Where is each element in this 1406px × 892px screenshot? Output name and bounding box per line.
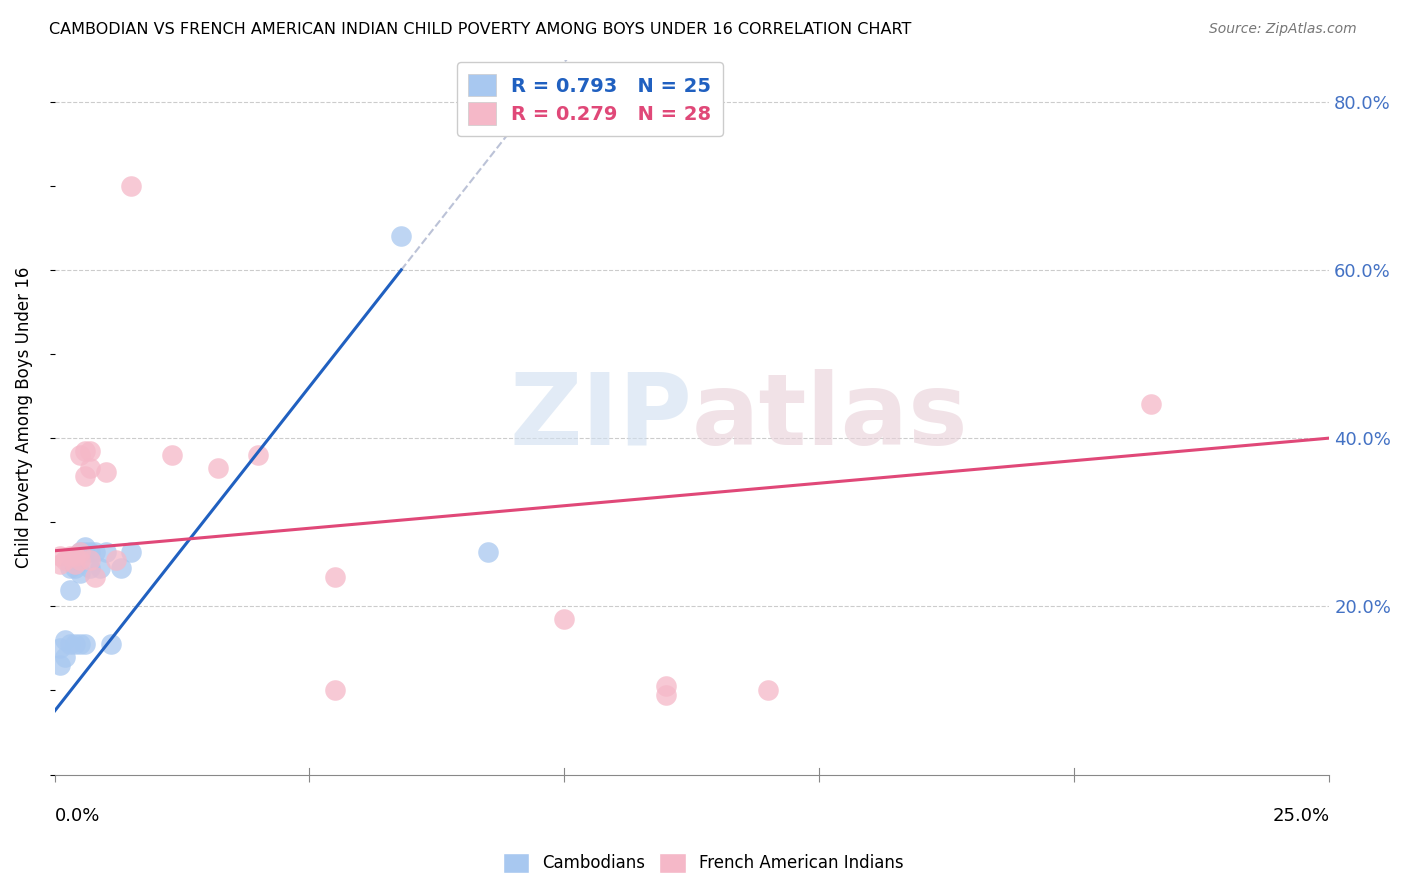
Point bbox=[79, 553, 101, 567]
Point bbox=[75, 469, 97, 483]
Text: 0.0%: 0.0% bbox=[55, 806, 100, 825]
Point bbox=[53, 632, 76, 647]
Point bbox=[53, 649, 76, 664]
Text: atlas: atlas bbox=[692, 368, 969, 466]
Point bbox=[75, 443, 97, 458]
Text: ZIP: ZIP bbox=[509, 368, 692, 466]
Point bbox=[79, 544, 101, 558]
Point bbox=[84, 570, 107, 584]
Point bbox=[89, 561, 111, 575]
Point bbox=[63, 561, 86, 575]
Point bbox=[75, 637, 97, 651]
Point bbox=[477, 544, 499, 558]
Point bbox=[655, 688, 678, 702]
Point bbox=[69, 544, 91, 558]
Point bbox=[48, 549, 70, 563]
Point bbox=[160, 448, 183, 462]
Point bbox=[94, 544, 117, 558]
Legend: R = 0.793   N = 25, R = 0.279   N = 28: R = 0.793 N = 25, R = 0.279 N = 28 bbox=[457, 62, 723, 136]
Point bbox=[1139, 397, 1161, 411]
Point bbox=[323, 570, 346, 584]
Point bbox=[63, 558, 86, 572]
Point bbox=[69, 448, 91, 462]
Point bbox=[59, 637, 82, 651]
Point bbox=[110, 561, 132, 575]
Point bbox=[323, 683, 346, 698]
Point bbox=[79, 460, 101, 475]
Point bbox=[63, 637, 86, 651]
Point bbox=[655, 679, 678, 693]
Point bbox=[63, 549, 86, 563]
Point bbox=[48, 658, 70, 673]
Point bbox=[53, 553, 76, 567]
Y-axis label: Child Poverty Among Boys Under 16: Child Poverty Among Boys Under 16 bbox=[15, 267, 32, 568]
Legend: Cambodians, French American Indians: Cambodians, French American Indians bbox=[496, 847, 910, 880]
Text: 25.0%: 25.0% bbox=[1272, 806, 1329, 825]
Point bbox=[69, 553, 91, 567]
Point bbox=[48, 641, 70, 656]
Point bbox=[120, 544, 142, 558]
Point bbox=[59, 561, 82, 575]
Point bbox=[79, 443, 101, 458]
Point bbox=[94, 465, 117, 479]
Point bbox=[553, 612, 575, 626]
Point bbox=[69, 544, 91, 558]
Point bbox=[100, 637, 122, 651]
Point bbox=[104, 553, 127, 567]
Text: Source: ZipAtlas.com: Source: ZipAtlas.com bbox=[1209, 22, 1357, 37]
Point bbox=[79, 561, 101, 575]
Point bbox=[84, 544, 107, 558]
Point bbox=[48, 558, 70, 572]
Point bbox=[59, 549, 82, 563]
Point bbox=[758, 683, 780, 698]
Point bbox=[207, 460, 229, 475]
Point bbox=[120, 178, 142, 193]
Point bbox=[75, 541, 97, 555]
Point bbox=[59, 582, 82, 597]
Point bbox=[75, 544, 97, 558]
Point bbox=[389, 229, 412, 244]
Text: CAMBODIAN VS FRENCH AMERICAN INDIAN CHILD POVERTY AMONG BOYS UNDER 16 CORRELATIO: CAMBODIAN VS FRENCH AMERICAN INDIAN CHIL… bbox=[49, 22, 911, 37]
Point bbox=[69, 566, 91, 580]
Point bbox=[69, 637, 91, 651]
Point bbox=[247, 448, 270, 462]
